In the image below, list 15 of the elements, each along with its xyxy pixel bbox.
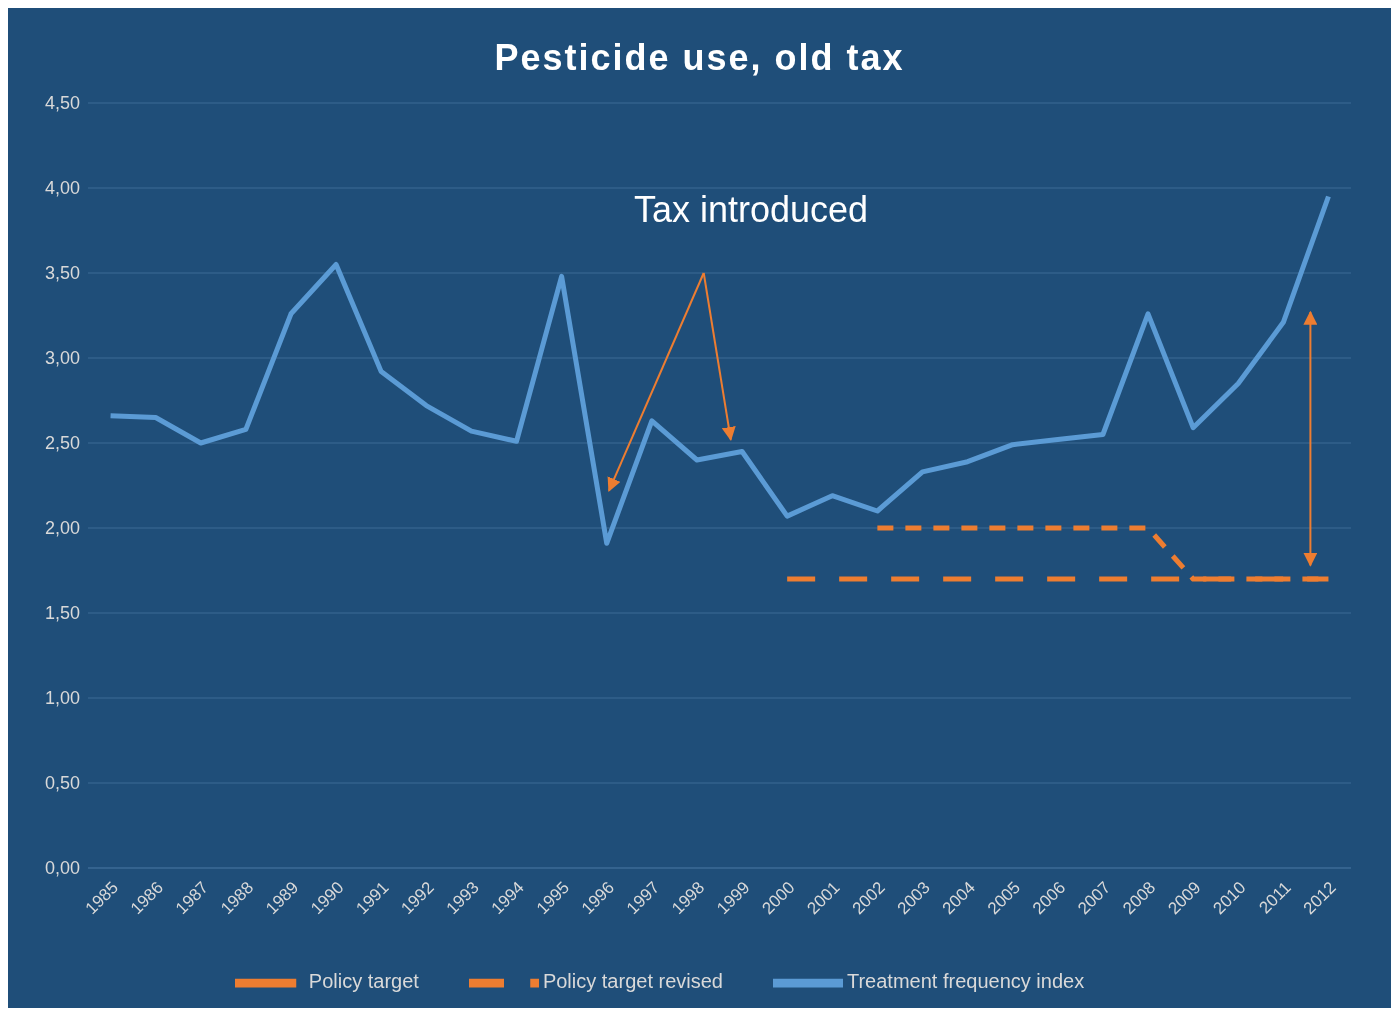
y-tick-label: 3,00 (44, 348, 80, 369)
annotation: Tax introduced (634, 189, 869, 230)
chart-title: Pesticide use, old tax (494, 37, 905, 78)
legend-label: Policy target revised (542, 970, 723, 993)
y-tick-label: 1,50 (44, 603, 80, 624)
y-tick-label: 2,50 (44, 433, 80, 454)
legend-label: Treatment frequency index (846, 970, 1085, 993)
y-tick-label: 0,00 (44, 858, 80, 879)
y-tick-label: 4,50 (44, 93, 80, 114)
y-tick-label: 3,50 (44, 263, 80, 284)
y-tick-label: 1,00 (44, 688, 80, 709)
y-tick-label: 0,50 (44, 773, 80, 794)
legend-label: Policy target (308, 970, 419, 993)
y-tick-label: 4,00 (44, 178, 80, 199)
y-tick-label: 2,00 (44, 518, 80, 539)
